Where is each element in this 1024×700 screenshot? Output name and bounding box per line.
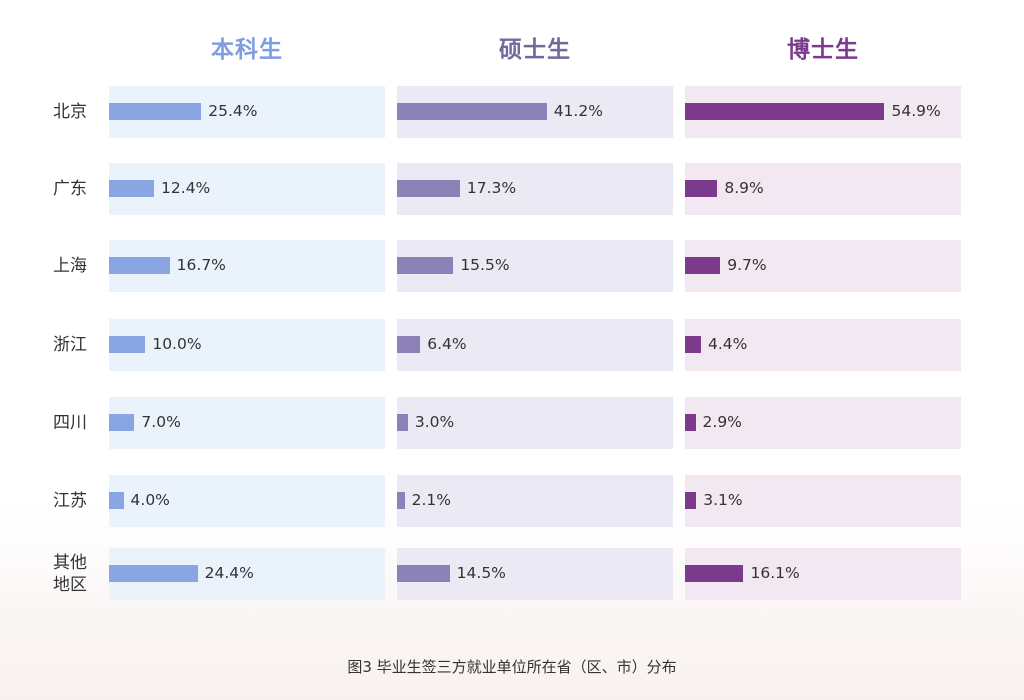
bar xyxy=(685,492,697,509)
category-label: 其他 地区 xyxy=(40,552,100,596)
column-title-3: 博士生 xyxy=(787,37,859,63)
data-label: 12.4% xyxy=(161,179,211,197)
bar-panel: 17.3% xyxy=(397,163,673,215)
data-label: 7.0% xyxy=(141,413,181,431)
data-label: 10.0% xyxy=(152,335,202,353)
data-label: 2.9% xyxy=(702,413,742,431)
bar-panel: 3.1% xyxy=(685,475,961,527)
category-label-line: 四川 xyxy=(53,413,87,433)
bar xyxy=(109,103,202,120)
bar xyxy=(685,414,696,431)
bar xyxy=(397,257,454,274)
bar-panel: 25.4% xyxy=(109,86,385,138)
bar-panel: 2.9% xyxy=(685,397,961,449)
category-label: 江苏 xyxy=(40,490,100,512)
column-title-1: 本科生 xyxy=(211,37,283,63)
data-label: 14.5% xyxy=(456,564,506,582)
data-label: 16.1% xyxy=(750,564,800,582)
bar xyxy=(109,565,198,582)
bar-panel: 54.9% xyxy=(685,86,961,138)
data-label: 41.2% xyxy=(553,102,603,120)
bar-panel: 10.0% xyxy=(109,319,385,371)
bar-panel: 4.4% xyxy=(685,319,961,371)
bar xyxy=(685,180,718,197)
bar xyxy=(109,336,146,353)
category-label-line: 北京 xyxy=(53,102,87,122)
data-label: 2.1% xyxy=(411,491,452,509)
category-label: 广东 xyxy=(40,178,100,200)
data-label: 4.0% xyxy=(130,491,170,509)
bar xyxy=(109,414,135,431)
bar xyxy=(397,103,547,120)
data-label: 8.9% xyxy=(724,179,764,197)
bar-panel: 6.4% xyxy=(397,319,673,371)
bar xyxy=(109,257,170,274)
data-label: 16.7% xyxy=(176,256,226,274)
bar xyxy=(397,492,405,509)
data-label: 3.0% xyxy=(414,413,455,431)
bar xyxy=(397,336,421,353)
data-label: 17.3% xyxy=(466,179,517,197)
category-label: 北京 xyxy=(40,101,100,123)
category-label-line: 上海 xyxy=(53,256,87,276)
bar xyxy=(685,257,721,274)
figure-caption: 图3 毕业生签三方就业单位所在省（区、市）分布 xyxy=(347,658,677,676)
bar-panel: 12.4% xyxy=(109,163,385,215)
bar xyxy=(685,565,744,582)
bar-panel: 9.7% xyxy=(685,240,961,292)
column-title-2: 硕士生 xyxy=(499,37,571,63)
bar-panel: 16.7% xyxy=(109,240,385,292)
bar xyxy=(397,414,408,431)
category-label-line: 浙江 xyxy=(53,335,87,355)
data-label: 4.4% xyxy=(707,335,748,353)
bar-panel: 7.0% xyxy=(109,397,385,449)
bar-panel: 15.5% xyxy=(397,240,673,292)
bar xyxy=(397,180,460,197)
bar-panel: 24.4% xyxy=(109,548,385,600)
bar-panel: 2.1% xyxy=(397,475,673,527)
bar-panel: 41.2% xyxy=(397,86,673,138)
data-label: 6.4% xyxy=(427,335,467,353)
data-label: 24.4% xyxy=(204,564,254,582)
data-label: 9.7% xyxy=(727,256,767,274)
bar-panel: 8.9% xyxy=(685,163,961,215)
bar-panel: 3.0% xyxy=(397,397,673,449)
category-label: 浙江 xyxy=(40,334,100,356)
bar xyxy=(685,103,885,120)
category-label-line: 江苏 xyxy=(53,491,87,511)
bar-panel: 16.1% xyxy=(685,548,961,600)
bar xyxy=(397,565,450,582)
data-label: 54.9% xyxy=(891,102,941,120)
data-label: 25.4% xyxy=(208,102,258,120)
bar-panel: 14.5% xyxy=(397,548,673,600)
category-label-line: 其他 xyxy=(53,553,87,573)
bar xyxy=(109,180,155,197)
bar-panel: 4.0% xyxy=(109,475,385,527)
bar xyxy=(109,492,124,509)
category-label-line: 广东 xyxy=(53,179,87,199)
category-label: 四川 xyxy=(40,412,100,434)
category-label-line: 地区 xyxy=(53,575,87,595)
bar xyxy=(685,336,701,353)
data-label: 3.1% xyxy=(703,491,743,509)
data-label: 15.5% xyxy=(460,256,510,274)
category-label: 上海 xyxy=(40,255,100,277)
